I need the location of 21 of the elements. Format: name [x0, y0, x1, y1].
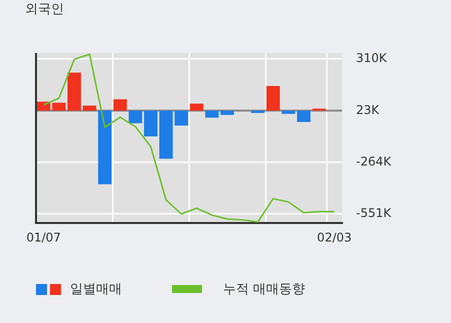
bar [144, 110, 158, 136]
bar [82, 106, 96, 111]
bar [113, 99, 127, 111]
y-tick-label: 310K [356, 51, 388, 66]
x-tick-label: 01/07 [26, 230, 61, 244]
bar [266, 86, 280, 111]
x-tick-label: 02/03 [317, 230, 352, 244]
bar [282, 110, 296, 114]
legend-label: 일별매매 [70, 281, 122, 298]
bar [190, 104, 204, 111]
chart-title: 외국인 [25, 1, 64, 18]
bar [68, 72, 81, 111]
bar [297, 110, 310, 122]
y-tick-label: -551K [356, 206, 392, 220]
legend-label: 누적 매매동향 [223, 281, 306, 298]
bar [205, 110, 219, 118]
y-tick-label: -264K [356, 154, 392, 168]
bar [98, 110, 112, 184]
y-tick-label: 23K [356, 102, 380, 117]
bar [128, 110, 142, 124]
bar [220, 110, 234, 115]
